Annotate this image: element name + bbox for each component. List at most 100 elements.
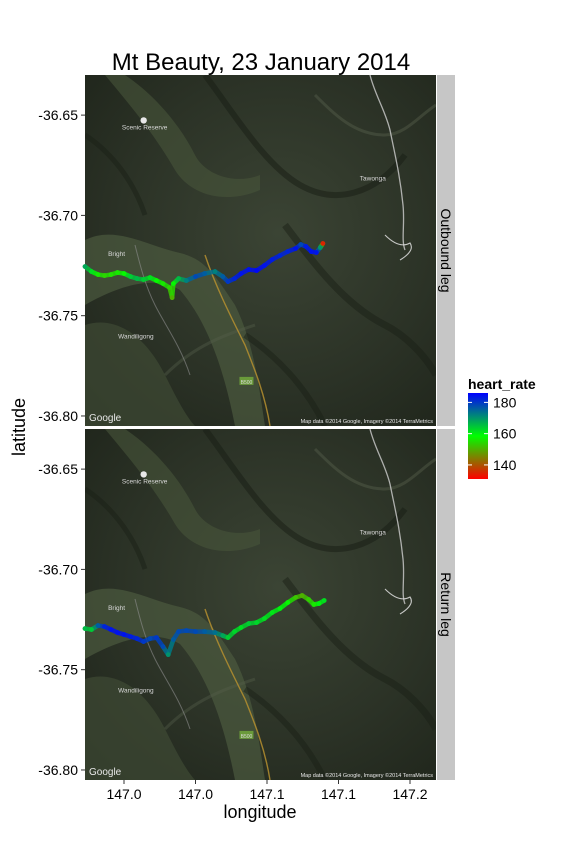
track-point xyxy=(160,281,166,286)
map-place-label: Tawonga xyxy=(360,529,386,536)
track-point xyxy=(115,630,120,635)
y-tick-label: -36.80 xyxy=(38,762,78,778)
map-place-label: Bright xyxy=(108,605,125,612)
map-brand: Google xyxy=(89,767,122,778)
track-point xyxy=(212,269,218,274)
track-point xyxy=(171,281,176,286)
legend-ticks: 180 160 140 xyxy=(468,394,517,473)
track-point xyxy=(285,249,291,254)
track-point xyxy=(95,272,101,277)
track-point xyxy=(269,257,275,262)
track-point xyxy=(306,597,311,602)
y-tick-label: -36.75 xyxy=(38,308,78,324)
track-point xyxy=(154,635,159,640)
map-attribution: Map data ©2014 Google, Imagery ©2014 Ter… xyxy=(301,772,434,779)
map-place-label: Tawonga xyxy=(360,175,386,182)
track-point xyxy=(254,268,259,273)
x-axis: 147.0 147.0 147.1 147.1 147.2 xyxy=(106,780,428,802)
map-place-label: Scenic Reserve xyxy=(122,124,168,131)
track-point xyxy=(308,249,314,254)
road-shield-icon xyxy=(239,730,254,739)
track-point xyxy=(108,272,114,277)
track-point xyxy=(262,616,267,621)
legend-tick-label: 160 xyxy=(493,426,517,442)
track-point xyxy=(167,285,172,291)
track-point xyxy=(160,644,166,650)
track-point xyxy=(238,625,244,630)
track-point xyxy=(147,636,153,641)
track-point xyxy=(202,271,208,276)
facet-label: Return leg xyxy=(438,572,454,637)
x-tick-label: 147.1 xyxy=(249,786,284,802)
track-point xyxy=(169,295,175,301)
legend-tick-label: 180 xyxy=(493,394,517,410)
track-point xyxy=(171,637,176,642)
map-place-label: Bright xyxy=(108,251,125,258)
facet-strip xyxy=(437,75,455,426)
track-point xyxy=(108,627,114,632)
track-point xyxy=(176,276,182,281)
facet-label: Outbound leg xyxy=(438,208,454,292)
track-point xyxy=(277,606,283,611)
map-place-label: B500 xyxy=(241,380,253,386)
track-point xyxy=(293,595,298,600)
track-point xyxy=(202,629,208,634)
track-point xyxy=(269,610,275,615)
track-point xyxy=(147,275,153,280)
track-point xyxy=(246,621,252,626)
x-tick-label: 147.1 xyxy=(321,786,356,802)
track-point xyxy=(134,276,140,281)
track-point xyxy=(82,626,88,631)
y-tick-label: -36.70 xyxy=(38,561,78,577)
track-point xyxy=(82,264,88,269)
panel-outbound: Scenic Reserve Tawonga Bright Wandiligong B5… xyxy=(38,75,455,426)
track-point xyxy=(277,253,283,258)
map-attribution: Map data ©2014 Google, Imagery ©2014 Ter… xyxy=(301,418,434,425)
track-point xyxy=(89,269,94,274)
track-point xyxy=(184,628,189,633)
track-point xyxy=(298,242,304,247)
facet-strip xyxy=(437,429,455,780)
track-point xyxy=(154,278,159,283)
y-tick-label: -36.65 xyxy=(38,107,78,123)
map-place-label: Scenic Reserve xyxy=(122,478,168,485)
track-point xyxy=(317,245,323,250)
x-tick-label: 147.0 xyxy=(178,786,213,802)
track-point xyxy=(321,598,327,603)
y-axis-label: latitude xyxy=(9,398,29,456)
track-point xyxy=(238,271,244,276)
y-tick-label: -36.70 xyxy=(38,207,78,223)
track-point xyxy=(102,624,107,629)
track-point xyxy=(115,270,120,275)
legend: heart_rate 180 160 140 xyxy=(468,376,536,479)
track-point xyxy=(102,273,107,278)
track-point xyxy=(311,602,317,607)
track-point xyxy=(128,274,133,279)
panels: Scenic Reserve Tawonga Bright Wandiligong B5… xyxy=(38,75,455,780)
track-point xyxy=(176,629,182,634)
track-point xyxy=(193,629,198,634)
map-place-label: Wandiligong xyxy=(118,333,154,340)
map-place-label: Wandiligong xyxy=(118,687,154,694)
track-point xyxy=(141,639,146,645)
place-marker-icon xyxy=(140,471,147,478)
track-point xyxy=(316,601,322,606)
track-point xyxy=(225,279,231,284)
track-point xyxy=(232,276,237,281)
track-point xyxy=(184,278,189,283)
legend-tick-label: 140 xyxy=(493,457,517,473)
track-segment xyxy=(165,637,176,657)
track-point xyxy=(121,632,127,637)
track-point xyxy=(320,241,326,246)
track-point xyxy=(254,620,259,625)
map-brand: Google xyxy=(89,413,122,424)
legend-title: heart_rate xyxy=(468,376,536,392)
track-point xyxy=(285,600,291,605)
track-point xyxy=(232,629,237,634)
place-marker-icon xyxy=(140,117,147,124)
legend-colorbar xyxy=(468,393,488,479)
track-point xyxy=(303,244,309,249)
y-tick-label: -36.80 xyxy=(38,408,78,424)
track-point xyxy=(121,271,127,276)
